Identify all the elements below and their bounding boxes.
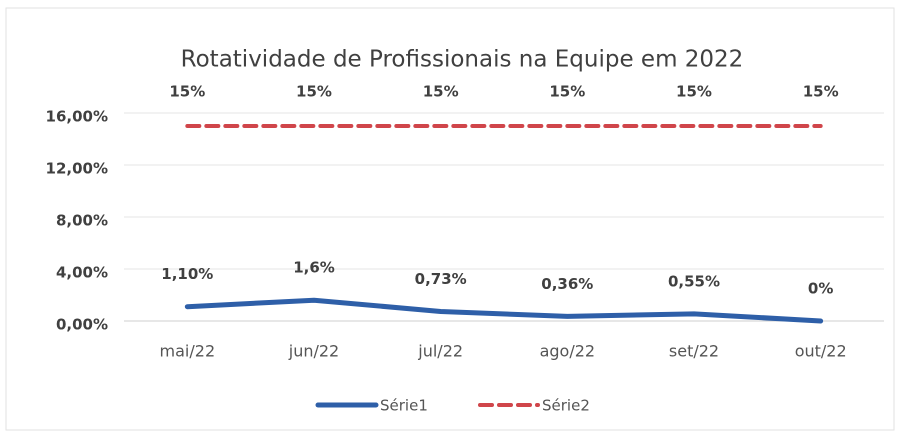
- data-label: 15%: [296, 83, 332, 101]
- y-tick-label: 4,00%: [56, 264, 108, 282]
- y-tick-label: 8,00%: [56, 212, 108, 230]
- data-label: 0,36%: [541, 275, 593, 293]
- data-label: 0,55%: [668, 272, 720, 290]
- data-label: 1,6%: [293, 259, 335, 277]
- data-label: 0%: [808, 280, 833, 298]
- data-label: 15%: [423, 83, 459, 101]
- x-tick-label: jul/22: [417, 342, 463, 361]
- chart-frame: [5, 7, 895, 431]
- data-label: 15%: [169, 83, 205, 101]
- y-tick-label: 16,00%: [46, 108, 108, 126]
- legend-label: Série1: [380, 397, 428, 415]
- data-label: 1,10%: [161, 265, 213, 283]
- chart-title: Rotatividade de Profissionais na Equipe …: [181, 47, 744, 73]
- y-tick-label: 12,00%: [46, 160, 108, 178]
- y-tick-label: 0,00%: [56, 316, 108, 334]
- x-tick-label: out/22: [795, 342, 847, 361]
- data-label: 15%: [803, 83, 839, 101]
- x-tick-label: jun/22: [288, 342, 339, 361]
- x-tick-label: ago/22: [540, 342, 596, 361]
- data-label: 15%: [676, 83, 712, 101]
- x-tick-label: set/22: [669, 342, 719, 361]
- x-tick-label: mai/22: [160, 342, 216, 361]
- legend-label: Série2: [542, 397, 590, 415]
- data-label: 15%: [549, 83, 585, 101]
- data-label: 0,73%: [415, 270, 467, 288]
- series-line: [184, 297, 824, 324]
